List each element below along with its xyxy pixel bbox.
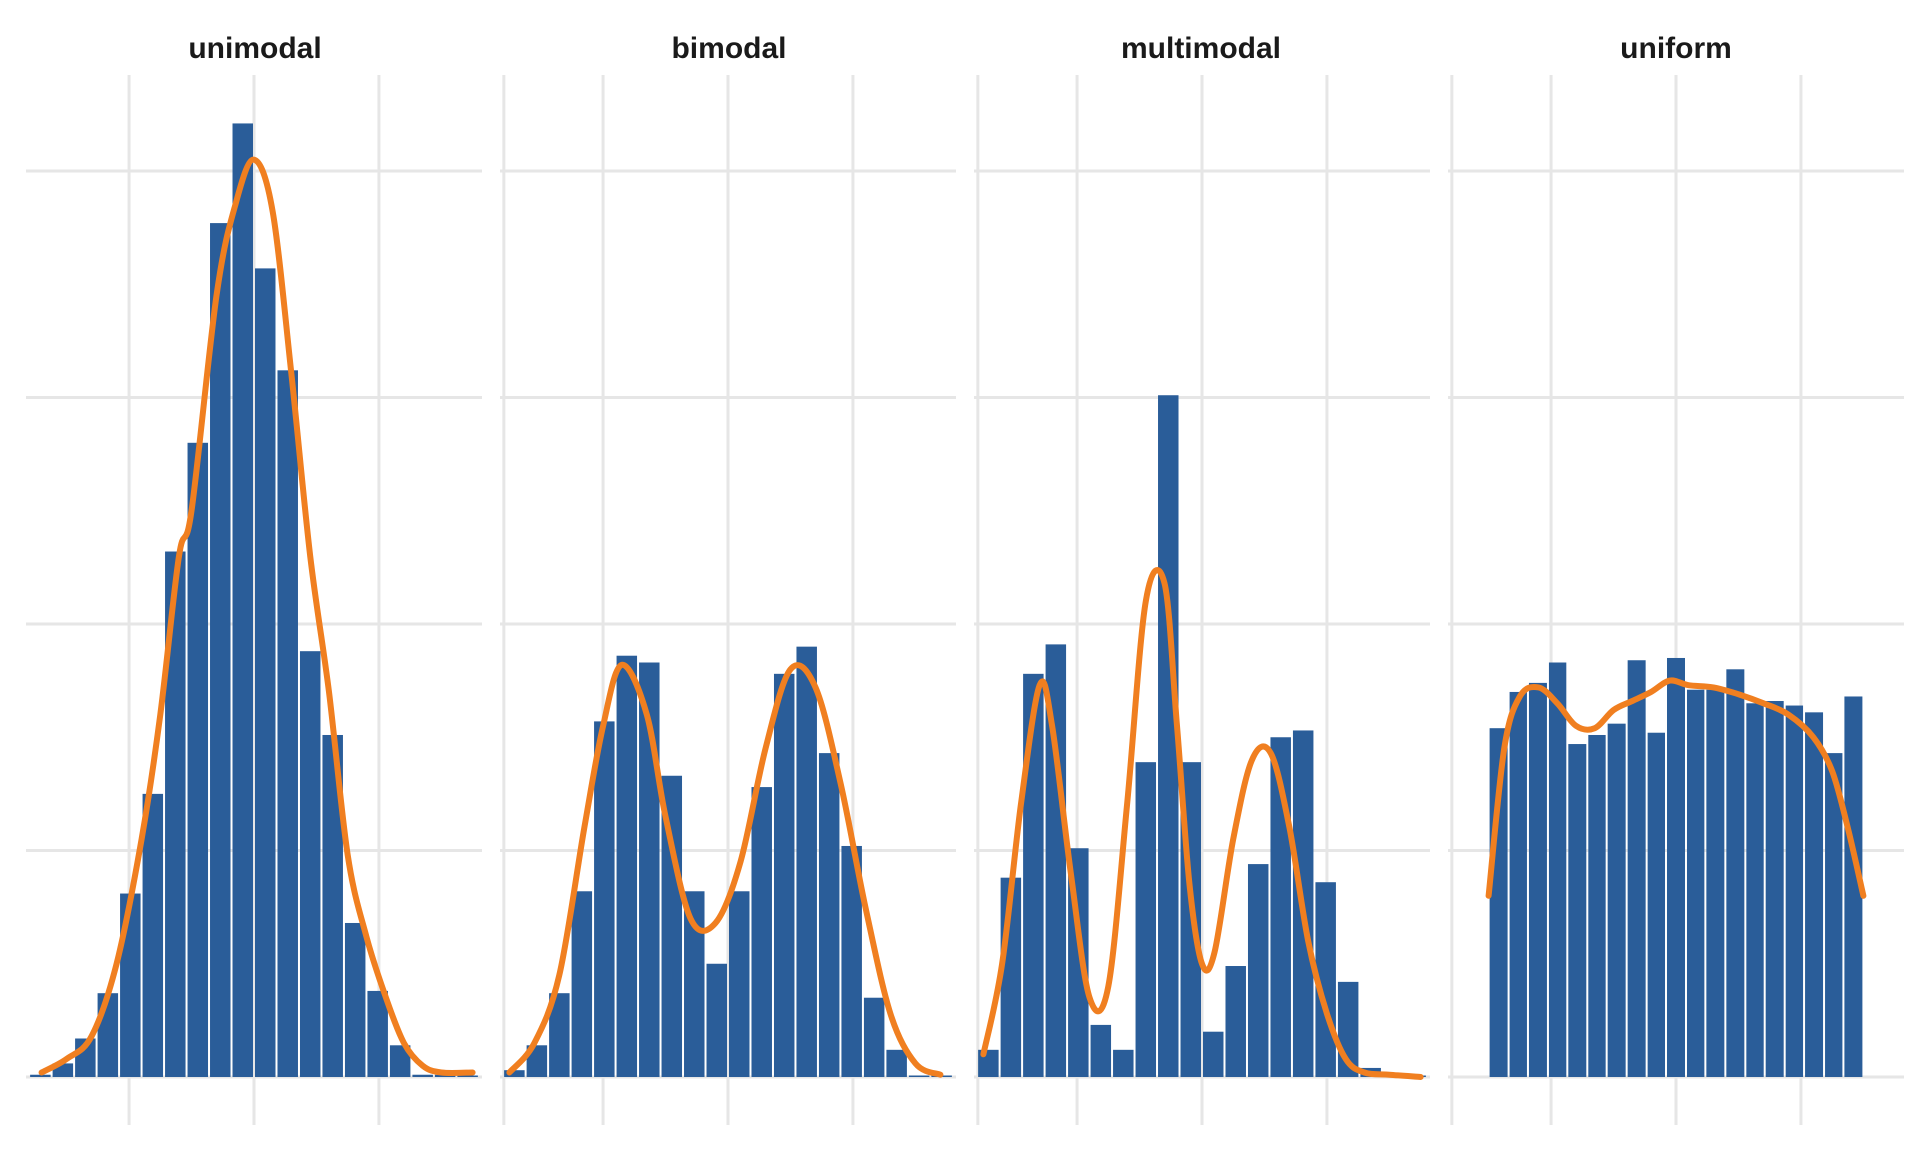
- histogram-bar: [1045, 644, 1067, 1077]
- density-curve: [38, 156, 476, 1076]
- histogram-bar: [434, 1074, 456, 1077]
- histogram-bar: [908, 1075, 930, 1077]
- histogram-bar: [1706, 689, 1725, 1077]
- histogram-bar: [661, 775, 683, 1077]
- histogram-bar: [886, 1049, 907, 1077]
- histogram-bar: [322, 734, 343, 1077]
- histogram-bar: [863, 997, 885, 1077]
- histogram-bar: [1686, 689, 1705, 1077]
- histogram-bar: [277, 370, 298, 1077]
- histogram-bar: [1746, 703, 1764, 1077]
- histogram-bar: [1203, 1031, 1224, 1077]
- panel-title-bimodal: bimodal: [671, 32, 786, 65]
- histogram-bar: [30, 1074, 51, 1077]
- panel-uniform: uniform: [1448, 32, 1904, 1125]
- histogram-bar: [1548, 662, 1567, 1077]
- histogram-bar: [389, 1045, 411, 1077]
- panel-bimodal: bimodal: [500, 32, 980, 1125]
- panel-title-uniform: uniform: [1620, 32, 1732, 65]
- histogram-bar: [1765, 701, 1784, 1077]
- histogram-bar: [1785, 705, 1804, 1077]
- histogram-bar: [1090, 1024, 1112, 1077]
- histogram-bar: [367, 990, 388, 1077]
- histogram-bar: [1225, 966, 1246, 1077]
- histogram-bar: [841, 845, 862, 1077]
- panel-multimodal: multimodal: [974, 32, 1454, 1125]
- histogram-bar: [165, 551, 186, 1077]
- histogram-bar: [729, 891, 750, 1077]
- histogram-bar: [684, 891, 705, 1077]
- histogram-bar: [1647, 732, 1666, 1077]
- histogram-bar: [1627, 660, 1646, 1077]
- density-curve: [506, 661, 944, 1078]
- panel-unimodal: unimodal: [26, 32, 506, 1125]
- histogram-bar: [187, 442, 209, 1077]
- panel-title-unimodal: unimodal: [188, 32, 321, 65]
- density-curve: [980, 567, 1424, 1080]
- histogram-bars: [1489, 657, 1863, 1077]
- histogram-bar: [1726, 669, 1745, 1077]
- histogram-bar: [594, 721, 615, 1077]
- histogram-bar: [571, 891, 593, 1077]
- histogram-bars: [504, 646, 952, 1077]
- histogram-bar: [299, 651, 321, 1077]
- histogram-bars: [978, 395, 1426, 1077]
- histogram-bar: [796, 646, 817, 1077]
- histogram-bar: [1023, 673, 1044, 1077]
- histogram-bar: [616, 655, 638, 1077]
- histogram-bar: [1607, 723, 1626, 1077]
- histogram-bar: [1568, 744, 1587, 1077]
- density-curve: [1485, 677, 1867, 899]
- histogram-bar: [818, 753, 840, 1077]
- histogram-bar: [1528, 682, 1547, 1077]
- histogram-bar: [255, 268, 276, 1077]
- histogram-bar: [412, 1074, 433, 1077]
- panel-title-multimodal: multimodal: [1121, 32, 1281, 65]
- histogram-bar: [751, 787, 772, 1077]
- histogram-bar: [1667, 657, 1685, 1077]
- histogram-bar: [1588, 734, 1606, 1077]
- histogram-bar: [549, 993, 570, 1077]
- histogram-bar: [1158, 395, 1179, 1077]
- histogram-bar: [706, 963, 727, 1077]
- histogram-bar: [232, 123, 253, 1077]
- histogram-bar: [1825, 753, 1843, 1077]
- histogram-bar: [773, 673, 795, 1077]
- histogram-bar: [210, 223, 231, 1078]
- histogram-bar: [97, 993, 119, 1077]
- histogram-bar: [1805, 712, 1824, 1077]
- histogram-bar: [1844, 696, 1863, 1077]
- histogram-bar: [344, 922, 366, 1077]
- histogram-bar: [1509, 691, 1527, 1077]
- histogram-bar: [1247, 864, 1269, 1077]
- histogram-bars: [30, 123, 478, 1078]
- histogram-bar: [457, 1075, 478, 1077]
- histogram-bar: [142, 793, 164, 1077]
- histogram-bar: [1135, 762, 1157, 1077]
- histogram-bar: [504, 1070, 525, 1077]
- histogram-bar: [526, 1045, 548, 1077]
- histogram-bar: [1113, 1049, 1134, 1077]
